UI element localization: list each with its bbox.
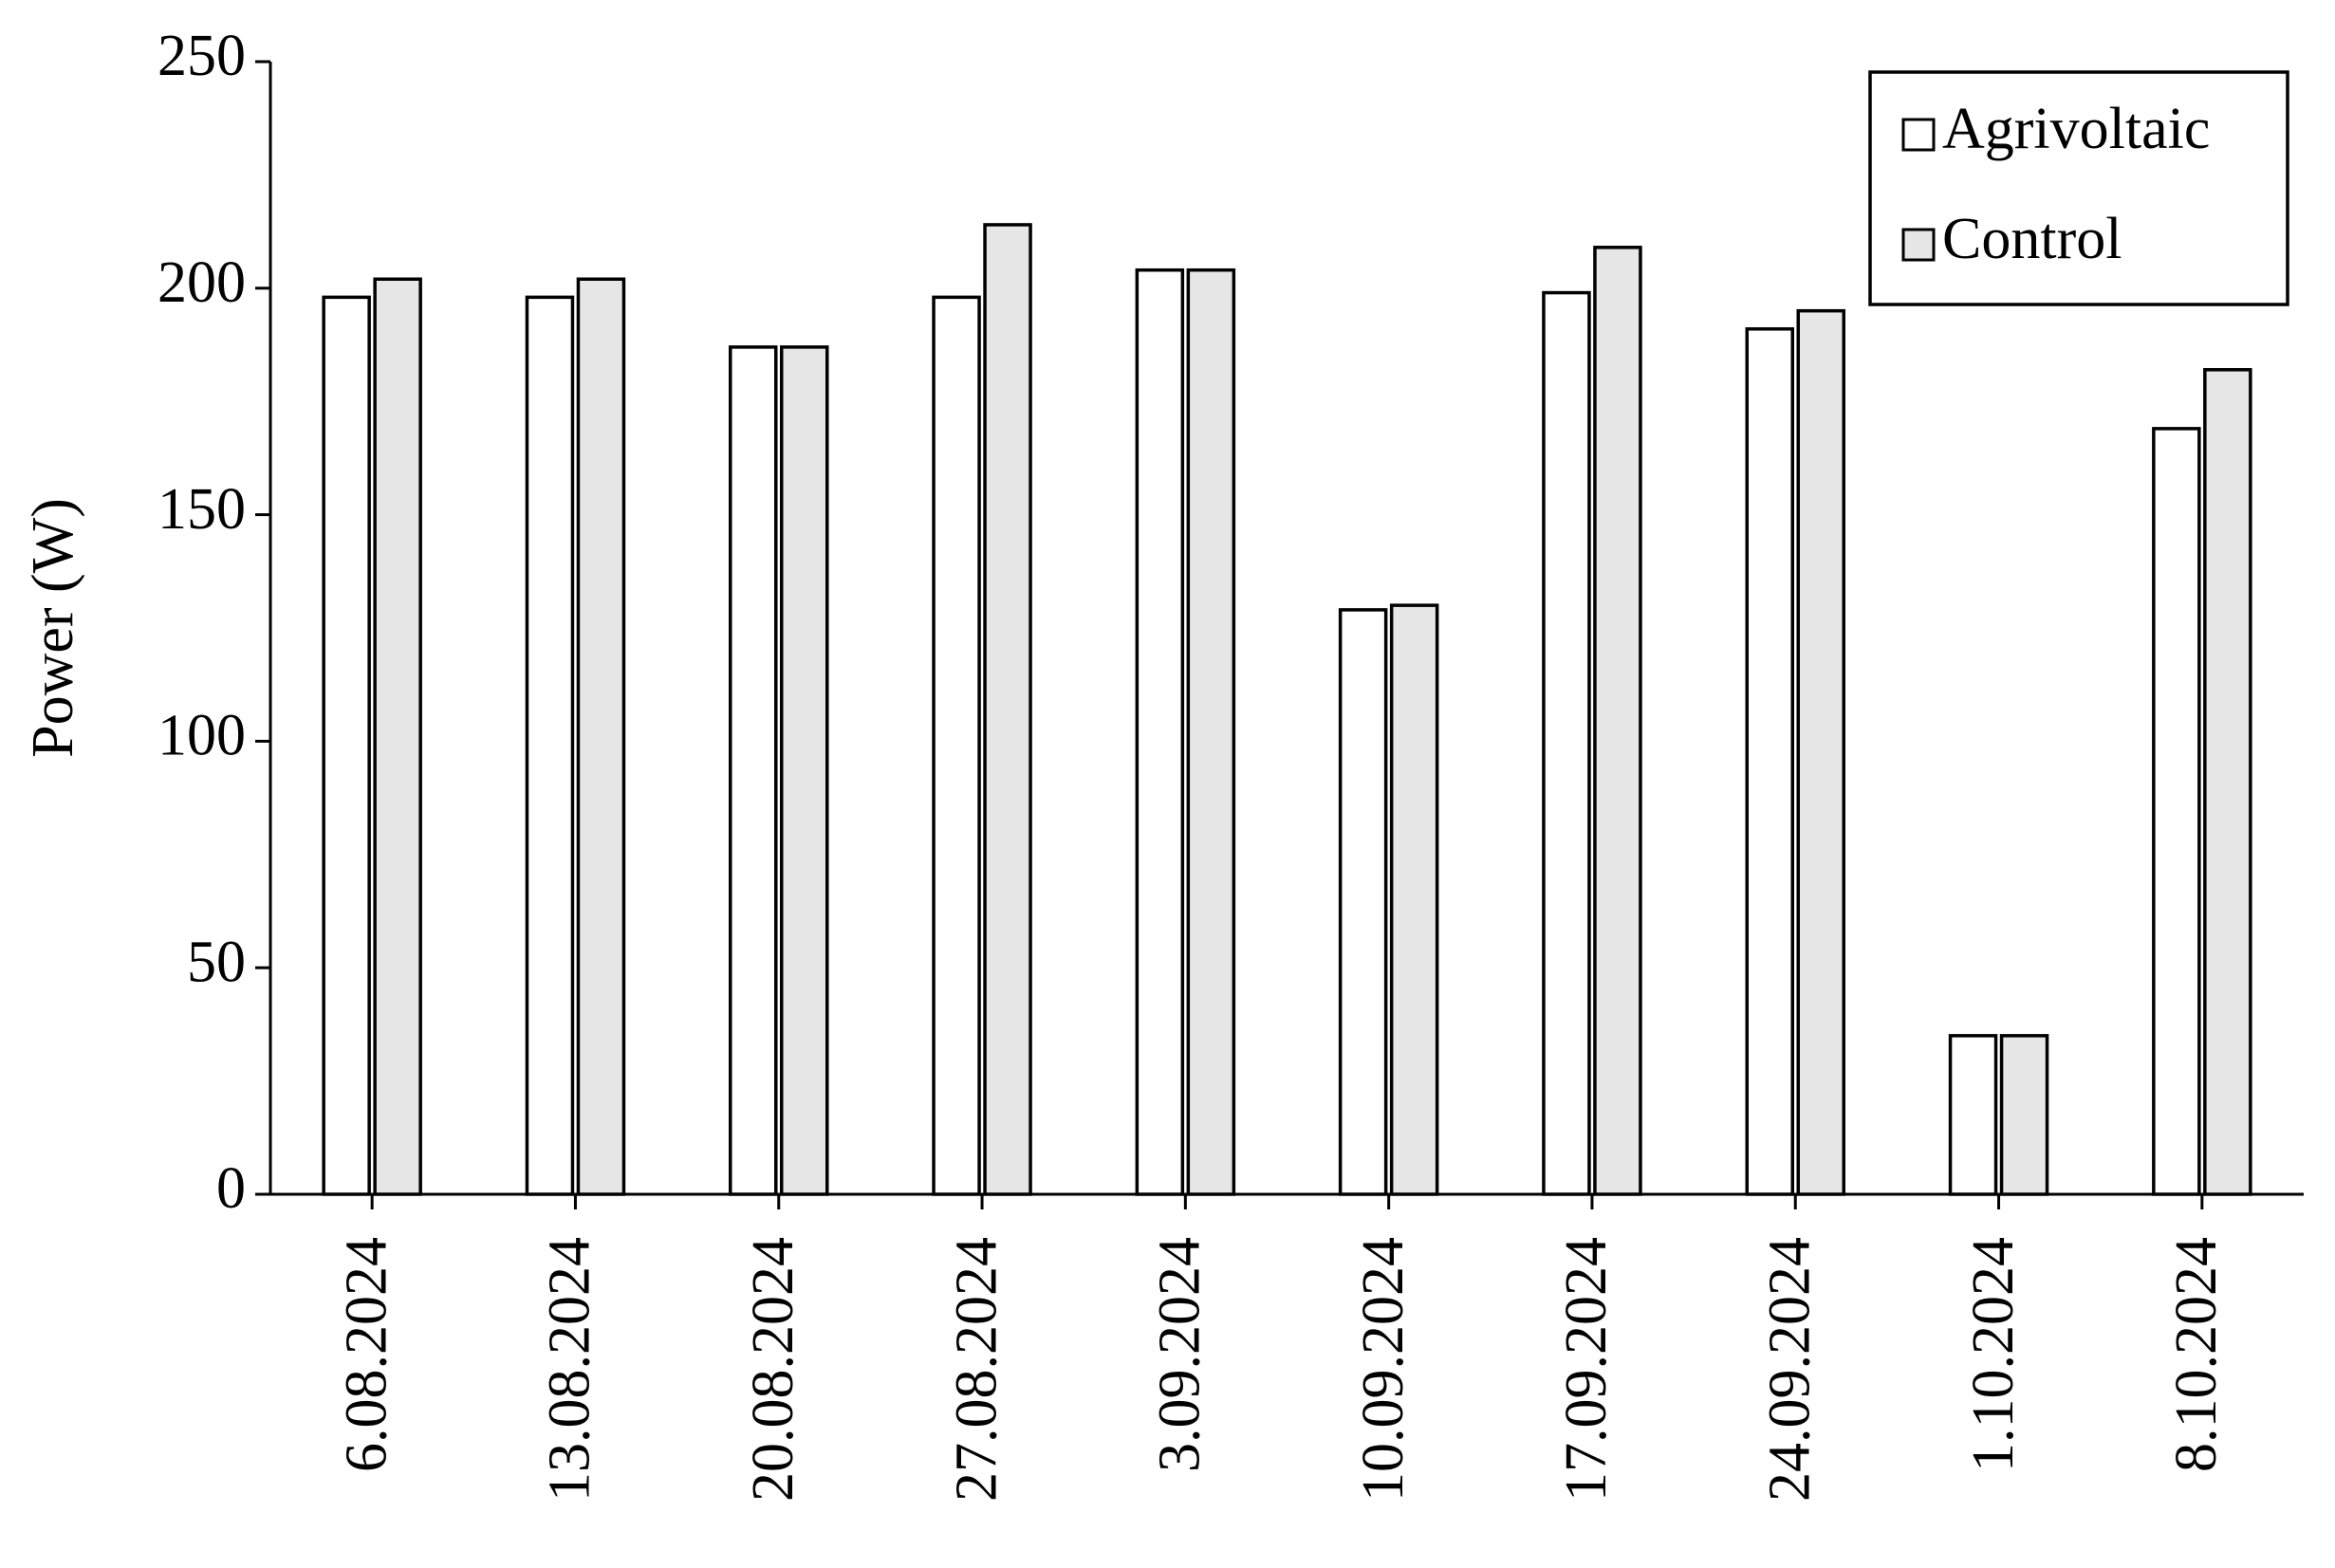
bar <box>780 345 829 1196</box>
bar <box>2203 368 2252 1196</box>
bar <box>1593 246 1642 1196</box>
bar <box>576 277 626 1196</box>
legend-label: Agrivoltaic <box>1942 97 2210 161</box>
x-tick-label: 10.09.2024 <box>1351 1237 1416 1502</box>
bar <box>525 295 575 1196</box>
bar <box>932 295 981 1196</box>
bar <box>1389 603 1439 1196</box>
bar <box>1186 267 1236 1196</box>
legend-label: Control <box>1942 207 2122 271</box>
bar <box>1135 267 1185 1196</box>
x-tick-label: 1.10.2024 <box>1961 1237 2026 1472</box>
bar <box>322 295 371 1196</box>
x-tick-label: 27.08.2024 <box>944 1237 1009 1502</box>
y-tick-label: 200 <box>158 250 246 315</box>
bar <box>1542 290 1591 1196</box>
bar <box>1745 327 1794 1196</box>
bar <box>983 223 1032 1196</box>
bar <box>1796 308 1845 1196</box>
legend-swatch <box>1901 118 1936 152</box>
x-tick-label: 8.10.2024 <box>2164 1237 2229 1472</box>
bar <box>1999 1034 2049 1196</box>
legend-box <box>1868 70 2289 306</box>
bar <box>373 277 422 1196</box>
bar <box>2152 427 2201 1196</box>
x-tick-label: 3.09.2024 <box>1148 1237 1213 1472</box>
legend-swatch <box>1901 228 1936 262</box>
bar <box>1338 608 1388 1196</box>
y-axis-label: Power (W) <box>21 498 85 758</box>
y-tick-label: 100 <box>158 704 246 768</box>
x-tick-label: 6.08.2024 <box>334 1237 398 1472</box>
y-tick-label: 250 <box>158 24 246 88</box>
x-tick-label: 24.09.2024 <box>1757 1237 1822 1502</box>
y-tick-label: 150 <box>158 477 246 542</box>
bar <box>729 345 778 1196</box>
y-tick-label: 50 <box>187 930 246 994</box>
x-tick-label: 17.09.2024 <box>1554 1237 1619 1502</box>
x-tick-label: 20.08.2024 <box>741 1237 806 1502</box>
y-tick-label: 0 <box>216 1156 246 1221</box>
x-tick-label: 13.08.2024 <box>538 1237 602 1502</box>
bar <box>1948 1034 1998 1196</box>
